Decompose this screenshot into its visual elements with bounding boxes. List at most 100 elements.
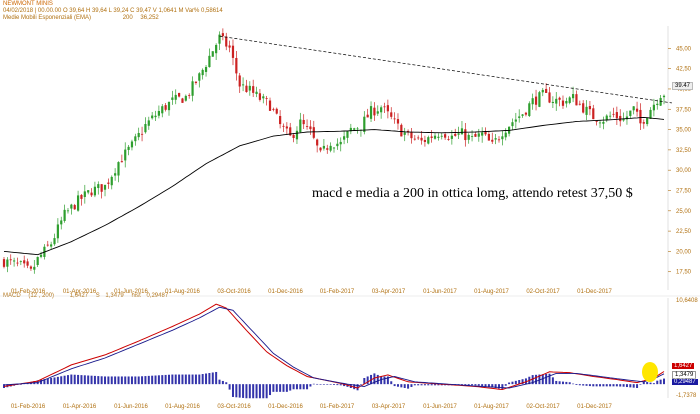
histogram-bar bbox=[582, 384, 585, 386]
histogram-bar bbox=[615, 384, 618, 387]
histogram-bar bbox=[410, 384, 413, 387]
candle-body bbox=[46, 244, 49, 246]
candle-body bbox=[346, 131, 349, 138]
price-tick-label: 22,50 bbox=[676, 229, 692, 235]
histogram-bar bbox=[572, 383, 575, 385]
date-tick-label: 01-Apr-2016 bbox=[63, 289, 97, 295]
candle-body bbox=[60, 220, 63, 225]
histogram-bar bbox=[245, 384, 248, 399]
candle-body bbox=[279, 116, 282, 125]
candle-body bbox=[410, 131, 413, 139]
candle-body bbox=[558, 97, 561, 100]
histogram-bar bbox=[561, 381, 564, 385]
candle-body bbox=[662, 95, 666, 98]
histogram-bar bbox=[184, 374, 187, 385]
candle-body bbox=[504, 132, 507, 138]
candle-body bbox=[208, 55, 211, 68]
histogram-bar bbox=[43, 379, 46, 385]
candle-body bbox=[534, 96, 538, 105]
histogram-bar bbox=[292, 384, 295, 390]
candle-body bbox=[450, 135, 453, 139]
histogram-bar bbox=[599, 384, 602, 387]
candle-body bbox=[605, 115, 608, 121]
candle-body bbox=[464, 129, 467, 141]
candle-body bbox=[332, 147, 336, 149]
candle-body bbox=[447, 139, 450, 140]
candle-body bbox=[390, 112, 393, 117]
histogram-bar bbox=[417, 384, 420, 386]
candle-body bbox=[302, 119, 305, 125]
histogram-bar bbox=[383, 376, 386, 385]
histogram-bar bbox=[555, 380, 558, 385]
highlight-marker bbox=[642, 362, 658, 382]
histogram-bar bbox=[295, 384, 298, 390]
histogram-bar bbox=[565, 381, 568, 385]
histogram-bar bbox=[518, 380, 521, 385]
histogram-bar bbox=[154, 375, 157, 385]
histogram-bar bbox=[619, 384, 622, 387]
candle-body bbox=[39, 254, 43, 257]
candle-body bbox=[100, 184, 103, 192]
histogram-bar bbox=[380, 376, 383, 385]
histogram-bar bbox=[322, 384, 325, 385]
histogram-bar bbox=[157, 375, 160, 385]
histogram-bar bbox=[434, 384, 437, 386]
histogram-bar bbox=[541, 374, 544, 385]
histogram-bar bbox=[356, 384, 359, 391]
histogram-bar bbox=[205, 373, 208, 385]
macd-tick-label-top: 10,6408 bbox=[676, 298, 698, 304]
price-tick-label: 35,00 bbox=[676, 128, 692, 134]
candle-body bbox=[538, 92, 541, 107]
histogram-bar bbox=[272, 384, 275, 392]
price-tick-label: 37,50 bbox=[676, 107, 692, 113]
histogram-bar bbox=[100, 376, 103, 385]
histogram-bar bbox=[588, 384, 591, 387]
histogram-bar bbox=[511, 381, 514, 385]
histogram-bar bbox=[494, 384, 497, 388]
candle-body bbox=[521, 114, 524, 116]
candle-body bbox=[578, 103, 581, 105]
candle-body bbox=[97, 184, 100, 189]
histogram-bar bbox=[63, 375, 66, 385]
date-tick-label: 01-Dec-2016 bbox=[268, 289, 303, 295]
histogram-bar bbox=[545, 373, 548, 385]
histogram-bar bbox=[309, 384, 312, 387]
histogram-bar bbox=[56, 376, 59, 385]
candle-body bbox=[154, 115, 157, 118]
histogram-bar bbox=[191, 374, 194, 385]
candle-body bbox=[497, 139, 501, 141]
candle-body bbox=[383, 106, 386, 108]
candle-body bbox=[602, 121, 605, 124]
histogram-bar bbox=[491, 384, 494, 388]
candle-body bbox=[198, 73, 201, 81]
candle-body bbox=[642, 122, 645, 124]
candle-body bbox=[356, 128, 359, 130]
candle-body bbox=[612, 113, 615, 115]
histogram-bar bbox=[592, 384, 595, 387]
ema200-line bbox=[3, 116, 665, 256]
candle-body bbox=[629, 110, 632, 116]
histogram-bar bbox=[117, 376, 120, 385]
histogram-bar bbox=[403, 384, 406, 388]
histogram-bar bbox=[70, 374, 73, 385]
candle-body bbox=[528, 103, 531, 116]
histogram-bar bbox=[585, 384, 588, 386]
histogram-bar bbox=[407, 384, 410, 389]
candle-body bbox=[329, 145, 332, 151]
histogram-bar bbox=[531, 375, 534, 385]
histogram-bar bbox=[19, 384, 22, 385]
candle-body bbox=[76, 195, 80, 211]
histogram-bar bbox=[538, 374, 541, 385]
histogram-bar bbox=[312, 383, 315, 385]
ema-legend-period: 200 bbox=[122, 15, 133, 21]
candle-body bbox=[164, 105, 167, 110]
candle-body bbox=[188, 95, 191, 96]
candle-body bbox=[575, 94, 578, 106]
histogram-bar bbox=[275, 384, 278, 392]
price-tick-label: 20,00 bbox=[676, 249, 692, 255]
candle-body bbox=[494, 138, 497, 140]
candle-body bbox=[437, 136, 440, 138]
histogram-bar bbox=[339, 384, 342, 386]
histogram-bar bbox=[97, 376, 100, 385]
